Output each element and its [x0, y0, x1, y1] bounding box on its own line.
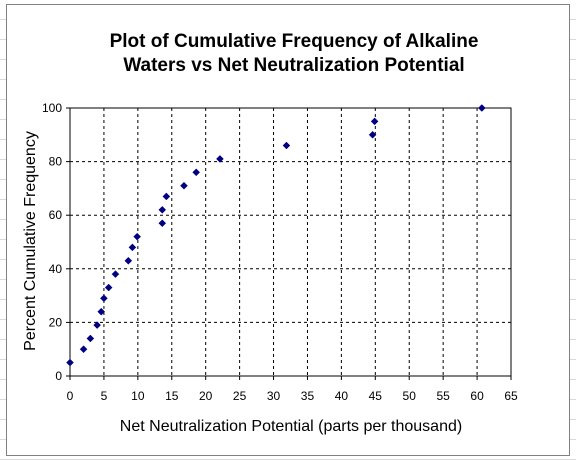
data-point[interactable] — [192, 168, 201, 177]
data-point[interactable] — [97, 307, 106, 316]
x-axis-label: Net Neutralization Potential (parts per … — [120, 418, 462, 435]
x-tick-label: 25 — [233, 389, 247, 403]
data-point[interactable] — [104, 283, 113, 292]
y-tick-label: 80 — [49, 155, 63, 169]
y-tick-label: 100 — [42, 101, 62, 115]
data-point[interactable] — [370, 117, 379, 126]
x-tick-label: 45 — [369, 389, 383, 403]
gridlines — [70, 108, 511, 376]
data-point[interactable] — [368, 130, 377, 139]
y-tick-label: 60 — [49, 208, 63, 222]
chart-title-line-2: Waters vs Net Neutralization Potential — [123, 55, 464, 76]
y-tick-label: 0 — [55, 369, 62, 383]
axis-ticks: 0 5 10 15 20 25 30 35 40 45 50 55 60 65 0 20 40 60 80 100 — [42, 101, 518, 403]
x-tick-label: 5 — [101, 389, 108, 403]
x-tick-label: 15 — [165, 389, 179, 403]
data-point[interactable] — [133, 232, 142, 241]
data-point[interactable] — [158, 219, 167, 228]
data-point[interactable] — [86, 334, 95, 343]
chart-title-line-1: Plot of Cumulative Frequency of Alkaline — [110, 31, 479, 52]
x-tick-label: 30 — [267, 389, 281, 403]
x-tick-label: 40 — [335, 389, 349, 403]
data-point[interactable] — [180, 181, 188, 190]
y-tick-label: 20 — [49, 315, 63, 329]
y-tick-label: 40 — [49, 262, 63, 276]
data-point[interactable] — [66, 358, 74, 367]
data-point[interactable] — [100, 294, 108, 303]
x-tick-label: 10 — [131, 389, 145, 403]
x-tick-label: 50 — [403, 389, 417, 403]
chart-area[interactable]: Plot of Cumulative Frequency of Alkaline… — [6, 4, 570, 456]
plot-area[interactable] — [69, 107, 512, 377]
y-axis-label: Percent Cumulative Frequency — [22, 131, 39, 351]
x-tick-label: 35 — [301, 389, 315, 403]
data-point[interactable] — [216, 155, 224, 163]
data-points — [66, 104, 486, 367]
x-tick-label: 60 — [470, 389, 484, 403]
x-tick-label: 55 — [436, 389, 450, 403]
scatter-chart: Plot of Cumulative Frequency of Alkaline… — [22, 31, 518, 435]
data-point[interactable] — [477, 104, 486, 112]
data-point[interactable] — [128, 243, 137, 252]
data-point[interactable] — [93, 321, 101, 329]
x-tick-label: 0 — [67, 389, 74, 403]
data-point[interactable] — [162, 192, 171, 201]
x-tick-label: 65 — [504, 389, 518, 403]
data-point[interactable] — [158, 205, 167, 214]
data-point[interactable] — [124, 256, 133, 265]
data-point[interactable] — [111, 270, 120, 279]
data-point[interactable] — [79, 345, 88, 354]
x-tick-label: 20 — [199, 389, 213, 403]
data-point[interactable] — [282, 141, 291, 150]
